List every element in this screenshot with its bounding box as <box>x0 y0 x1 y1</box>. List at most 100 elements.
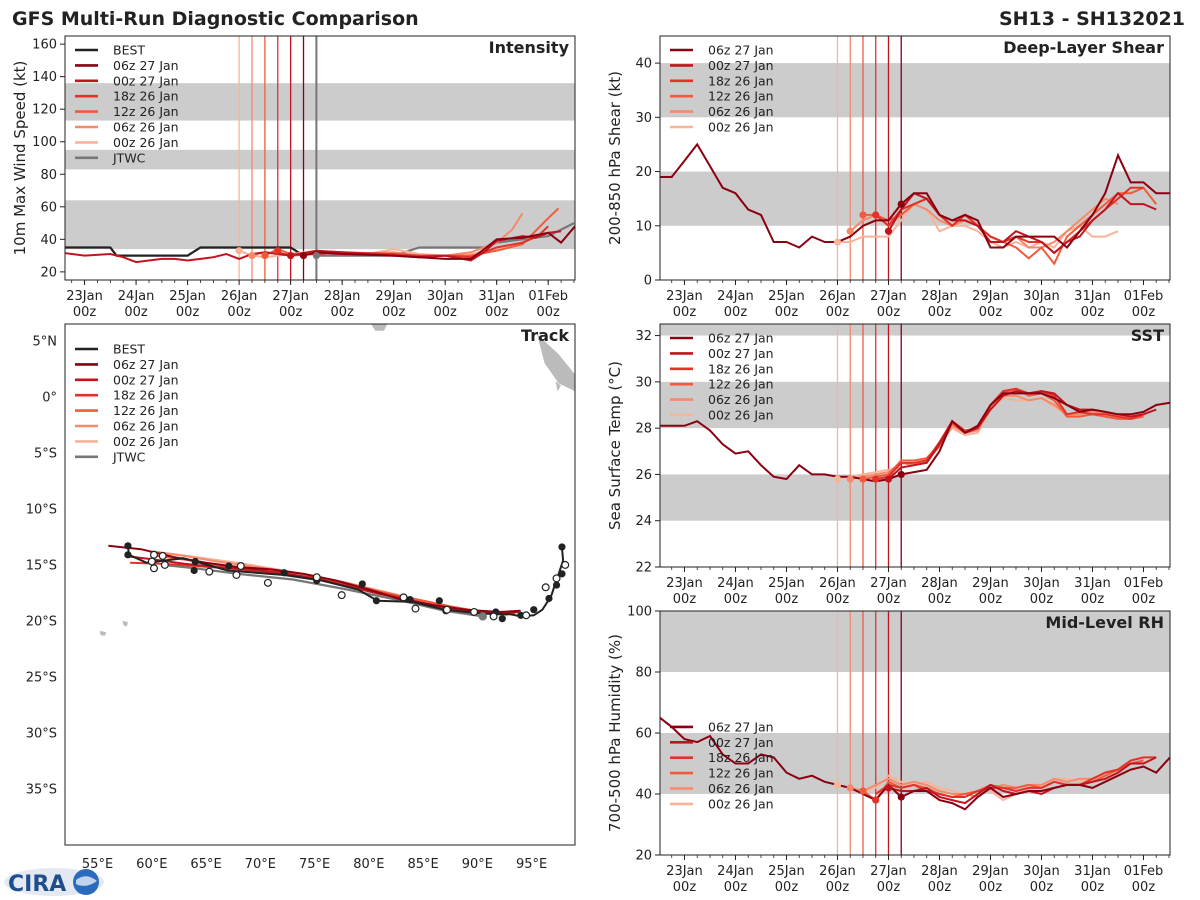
track-series-3 <box>157 554 513 616</box>
sst-ytick-label-1: 24 <box>635 514 652 529</box>
rh-xtick-label-8: 31Jan <box>1074 864 1111 879</box>
rh-ytick-label-0: 20 <box>635 849 652 864</box>
sst-series-2 <box>875 387 1144 481</box>
shear-legend-label-3: 12z 26 Jan <box>708 89 774 104</box>
intensity-panel: 2040608010012014016023Jan00z24Jan00z25Ja… <box>11 35 576 320</box>
sst-ytick-label-0: 22 <box>635 561 652 576</box>
rh-lines <box>660 717 1170 811</box>
shear-xtick-label-6: 29Jan <box>972 289 1009 304</box>
shear-legend-label-0: 06z 27 Jan <box>708 43 774 58</box>
intensity-legend-label-3: 18z 26 Jan <box>113 89 179 104</box>
track-ytick-label-7: 30°S <box>26 726 57 741</box>
rh-legend-label-3: 12z 26 Jan <box>708 766 774 781</box>
track-best-dot <box>498 615 506 623</box>
sst-xtick-sub-9: 00z <box>1132 592 1156 607</box>
shear-ytick-label-0: 0 <box>644 274 652 289</box>
intensity-xtick-sub-3: 00z <box>227 305 251 320</box>
track-best-dot <box>552 581 561 589</box>
intensity-marker-1 <box>287 252 295 260</box>
sst-xtick-label-0: 23Jan <box>666 576 703 591</box>
track-best-open-dot <box>232 570 241 579</box>
rh-panel: 2040608010023Jan00z24Jan00z25Jan00z26Jan… <box>606 605 1171 895</box>
track-ytick-label-1: 0° <box>42 390 57 405</box>
shear-xtick-label-4: 27Jan <box>870 289 907 304</box>
intensity-lines <box>65 207 575 264</box>
rh-ytick-label-1: 40 <box>635 788 652 803</box>
intensity-xtick-label-3: 26Jan <box>221 289 258 304</box>
shear-xtick-sub-3: 00z <box>826 305 850 320</box>
track-map <box>99 324 575 636</box>
shear-legend-label-1: 00z 27 Jan <box>708 58 774 73</box>
intensity-xtick-label-5: 28Jan <box>324 289 361 304</box>
sst-xtick-sub-2: 00z <box>775 592 799 607</box>
sst-legend-label-4: 06z 26 Jan <box>708 392 774 407</box>
track-best-dot <box>435 597 443 605</box>
shear-legend-label-5: 00z 26 Jan <box>708 120 774 135</box>
shear-marker-4 <box>846 227 854 235</box>
rh-legend-label-5: 00z 26 Jan <box>708 796 774 811</box>
shear-xtick-label-1: 24Jan <box>717 289 754 304</box>
sst-xtick-label-6: 29Jan <box>972 576 1009 591</box>
intensity-xtick-label-0: 23Jan <box>66 289 103 304</box>
rh-marker-5 <box>833 781 842 789</box>
rh-marker-1 <box>884 784 893 792</box>
intensity-xtick-label-9: 01Feb <box>528 289 568 304</box>
rh-title: Mid-Level RH <box>1045 613 1164 632</box>
intensity-marker-4 <box>248 252 256 260</box>
track-xtick-label-4: 75°E <box>299 857 330 872</box>
track-best-dot <box>190 566 198 575</box>
sst-marker-3 <box>859 475 867 483</box>
rh-xtick-label-5: 28Jan <box>921 864 958 879</box>
shear-marker-3 <box>859 211 867 219</box>
intensity-ytick-label-2: 60 <box>40 200 57 215</box>
track-best-dot <box>372 597 381 605</box>
rh-ytick-label-2: 60 <box>635 727 652 742</box>
track-best-open-dot <box>470 607 479 616</box>
intensity-title: Intensity <box>489 38 570 57</box>
intensity-frame <box>64 35 576 281</box>
sst-band-2 <box>660 324 1170 336</box>
sst-ytick-label-2: 26 <box>635 468 652 483</box>
sst-xtick-label-3: 26Jan <box>819 576 856 591</box>
track-ytick-label-8: 35°S <box>26 782 57 797</box>
intensity-legend-label-6: 00z 26 Jan <box>113 135 179 150</box>
track-best-open-dot <box>263 578 272 587</box>
track-best-open-dot <box>160 560 169 569</box>
track-best-open-dot <box>337 591 346 600</box>
track-xtick-label-5: 80°E <box>353 857 384 872</box>
rh-xtick-label-4: 27Jan <box>870 864 907 879</box>
intensity-marker-5 <box>235 247 243 255</box>
sst-xtick-label-2: 25Jan <box>768 576 805 591</box>
sst-marker-1 <box>884 475 893 483</box>
track-frame <box>64 323 576 846</box>
shear-xtick-sub-8: 00z <box>1081 305 1105 320</box>
rh-xtick-sub-1: 00z <box>724 880 748 895</box>
sst-xtick-sub-8: 00z <box>1081 592 1105 607</box>
intensity-legend-label-2: 00z 27 Jan <box>113 73 179 88</box>
storm-id: SH13 - SH132021 <box>999 8 1185 30</box>
track-xtick-label-0: 55°E <box>82 857 113 872</box>
shear-xtick-sub-0: 00z <box>673 305 697 320</box>
intensity-ytick-label-3: 80 <box>40 168 57 183</box>
track-legend-label-2: 00z 27 Jan <box>113 372 179 387</box>
shear-xtick-sub-4: 00z <box>877 305 901 320</box>
shear-xtick-sub-9: 00z <box>1132 305 1156 320</box>
rh-xtick-label-6: 29Jan <box>972 864 1009 879</box>
rh-marker-4 <box>846 784 854 792</box>
shear-xtick-label-5: 28Jan <box>921 289 958 304</box>
track-best-dot <box>358 580 366 588</box>
intensity-xtick-label-7: 30Jan <box>427 289 464 304</box>
figure-title: GFS Multi-Run Diagnostic Comparison <box>12 8 419 30</box>
intensity-series-0 <box>303 225 575 260</box>
sst-panel: 22242628303223Jan00z24Jan00z25Jan00z26Ja… <box>606 323 1171 607</box>
intensity-xtick-sub-9: 00z <box>537 305 561 320</box>
shear-band-0 <box>660 171 1170 226</box>
sst-series-0 <box>660 392 1170 483</box>
track-best-dot <box>406 596 414 604</box>
rh-xtick-sub-7: 00z <box>1030 880 1054 895</box>
shear-series-1 <box>887 191 1157 255</box>
track-legend-label-0: BEST <box>113 342 145 357</box>
intensity-marker-3 <box>261 252 269 260</box>
track-best-dot <box>558 543 566 551</box>
